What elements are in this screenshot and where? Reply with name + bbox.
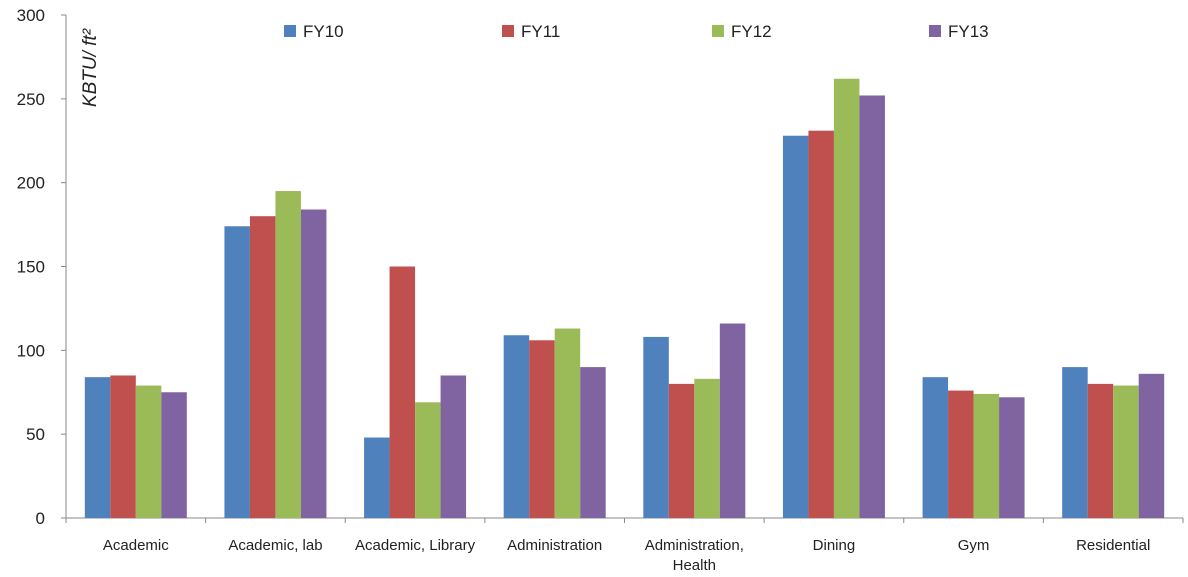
legend-item-fy12: FY12 (712, 22, 772, 41)
legend: FY10 FY11 FY12 FY13 (284, 22, 989, 41)
bar-fy12-academic (135, 385, 162, 518)
legend-label: FY13 (948, 22, 989, 41)
bar-fy11-dining (808, 130, 834, 518)
y-tick-label: 200 (17, 174, 45, 193)
legend-label: FY10 (303, 22, 344, 41)
bars (84, 78, 1165, 519)
bar-fy11-residential (1087, 383, 1114, 518)
bar-fy10-residential (1062, 367, 1088, 518)
bar-fy11-administration-health (668, 383, 695, 518)
y-tick-label: 0 (36, 509, 45, 528)
x-tick-label: Academic, Library (355, 537, 476, 554)
bar-fy12-residential (1113, 385, 1139, 518)
x-tick-label-line: Academic (103, 537, 169, 554)
bar-fy13-dining (859, 95, 885, 518)
y-axis-title: KBTU/ ft² (80, 28, 101, 107)
bar-fy11-academic (110, 375, 136, 518)
bar-fy13-academic-lab (300, 209, 327, 518)
x-tick-label: Gym (958, 537, 990, 554)
bar-fy10-gym (922, 377, 949, 518)
legend-item-fy10: FY10 (284, 22, 344, 41)
bar-fy12-academic-library (415, 402, 441, 518)
bar-fy12-dining (833, 78, 860, 519)
y-tick-label: 250 (17, 90, 45, 109)
bar-fy13-gym (999, 397, 1025, 518)
bar-fy13-academic (161, 392, 187, 518)
bar-fy13-residential (1138, 373, 1165, 518)
x-tick-label-line: Academic, Library (355, 537, 476, 554)
x-tick-label-line: Administration, (645, 537, 744, 554)
x-tick-label-line: Dining (813, 537, 856, 554)
x-tick-label: Dining (813, 537, 856, 554)
y-ticks: 0 50 100 150 200 250 300 (17, 6, 66, 528)
x-tick-label: Administration (507, 537, 602, 554)
bar-fy12-administration (554, 328, 581, 518)
x-tick-label-line: Administration (507, 537, 602, 554)
bar-fy12-administration-health (694, 378, 720, 518)
legend-swatch (502, 25, 514, 37)
y-tick-label: 50 (26, 425, 45, 444)
bar-fy12-academic-lab (275, 191, 301, 519)
x-tick-label: Academic (103, 537, 169, 554)
bar-fy10-administration (503, 335, 530, 518)
x-tick-label-line: Residential (1076, 537, 1150, 554)
x-tick-label: Residential (1076, 537, 1150, 554)
bar-fy13-administration-health (719, 323, 746, 518)
bar-fy11-gym (948, 390, 974, 518)
bar-fy11-academic-lab (249, 216, 276, 518)
bar-fy10-academic-library (364, 437, 390, 518)
category-labels: Academic Academic, lab Academic, Library Ad… (103, 537, 1150, 574)
y-tick-label: 300 (17, 6, 45, 25)
x-ticks (65, 518, 1184, 523)
x-tick-label-line: Academic, lab (228, 537, 322, 554)
bar-fy10-academic (84, 377, 111, 518)
bar-fy13-academic-library (440, 375, 467, 518)
bar-fy10-administration-health (643, 336, 669, 518)
x-tick-label-line: Health (673, 557, 716, 574)
bar-fy10-dining (782, 135, 809, 518)
x-tick-label: Administration, Health (645, 537, 744, 574)
bar-fy11-administration (529, 340, 555, 518)
legend-swatch (712, 25, 724, 37)
legend-label: FY11 (521, 22, 560, 41)
bar-fy10-academic-lab (224, 226, 250, 518)
legend-swatch (284, 25, 296, 37)
x-tick-label-line: Gym (958, 537, 990, 554)
legend-label: FY12 (731, 22, 772, 41)
x-tick-label: Academic, lab (228, 537, 322, 554)
legend-item-fy13: FY13 (929, 22, 989, 41)
y-tick-label: 100 (17, 341, 45, 360)
legend-swatch (929, 25, 941, 37)
y-tick-label: 150 (17, 258, 45, 277)
legend-item-fy11: FY11 (502, 22, 560, 41)
bar-fy11-academic-library (389, 266, 416, 518)
bar-fy13-administration (580, 367, 606, 518)
bar-fy12-gym (973, 393, 1000, 518)
